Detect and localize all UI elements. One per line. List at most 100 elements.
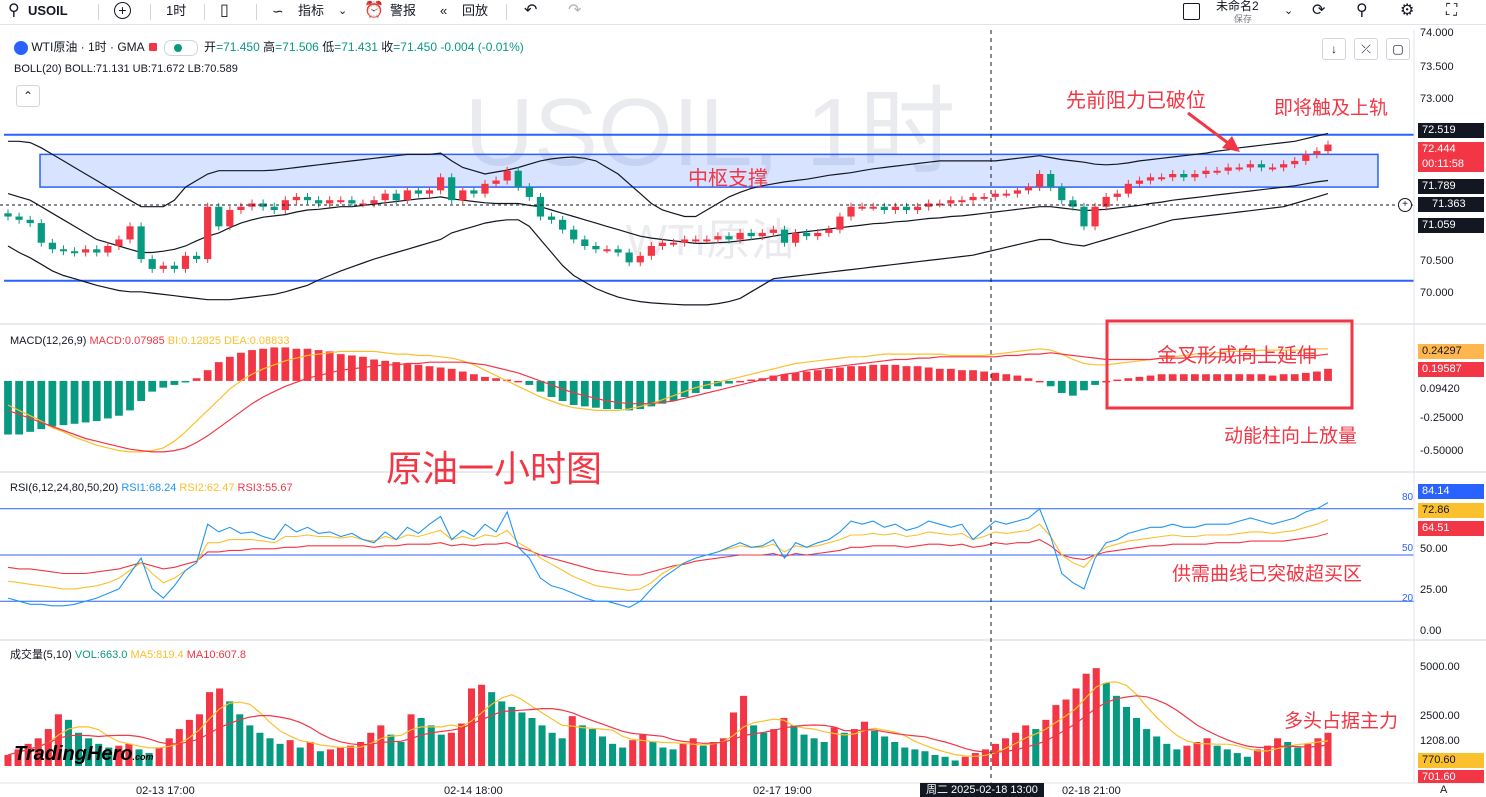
- macd-histogram-bar: [824, 368, 833, 381]
- candle-body: [1224, 167, 1232, 171]
- candle-body: [270, 206, 278, 210]
- auto-scale-button[interactable]: A: [1440, 784, 1448, 796]
- watermark: USOIL, 1时 WTI原油: [465, 79, 956, 265]
- volume-bar: [1042, 719, 1050, 766]
- volume-bar: [901, 747, 909, 766]
- macd-title: MACD(12,26,9): [10, 335, 87, 347]
- candle-body: [1080, 206, 1088, 227]
- candle-body: [1135, 180, 1144, 184]
- candle-body: [525, 187, 533, 197]
- volume-legend[interactable]: 成交量(5,10) VOL:663.0 MA5:819.4 MA10:607.8: [10, 648, 246, 662]
- boll-legend[interactable]: BOLL(20) BOLL:71.131 UB:71.672 LB:70.589: [14, 63, 238, 75]
- candle-body: [1291, 160, 1299, 165]
- candle-body: [1257, 164, 1266, 168]
- macd-histogram-bar: [536, 380, 545, 392]
- pane-settings-button[interactable]: ▢: [1386, 38, 1410, 60]
- volume-bar: [881, 736, 889, 766]
- undo-icon[interactable]: ↶: [524, 2, 538, 19]
- search-icon[interactable]: ⚲: [8, 2, 20, 19]
- interval-button[interactable]: 1时: [166, 3, 187, 18]
- macd-histogram-bar: [281, 347, 290, 381]
- maximize-pane-button[interactable]: ⤫: [1354, 38, 1378, 60]
- chevron-down-icon[interactable]: ⌄: [338, 5, 348, 17]
- annotation-box: [1105, 319, 1354, 410]
- candles: [4, 140, 1332, 273]
- refresh-icon[interactable]: ⟳: [1312, 2, 1326, 19]
- indicators-icon[interactable]: ∽: [272, 3, 284, 19]
- volume-bar: [679, 743, 687, 766]
- macd-histogram-bar: [470, 374, 478, 381]
- volume-bar: [498, 701, 506, 766]
- annotation-overbought: 供需曲线已突破超买区: [1172, 564, 1363, 585]
- fullscreen-icon[interactable]: ⛶: [1446, 2, 1458, 19]
- chevron-down-icon[interactable]: ⌄: [1284, 5, 1294, 17]
- compare-add-icon[interactable]: +: [114, 2, 131, 19]
- macd-histogram-bar: [935, 368, 944, 381]
- move-pane-down-button[interactable]: ↓: [1322, 38, 1346, 60]
- add-alert-plus-icon[interactable]: +: [1398, 198, 1412, 212]
- symbol-title[interactable]: WTI原油 · 1时 · GMA: [31, 40, 145, 55]
- volume-bar: [1324, 732, 1332, 766]
- volume-bar: [639, 734, 647, 766]
- rsi-level-20: 20: [1402, 593, 1414, 604]
- volume-bar: [64, 719, 72, 766]
- volume-bar: [24, 743, 32, 766]
- candle-body: [259, 203, 267, 207]
- volume-bar: [790, 725, 798, 766]
- annotation-touch-upper-band: 即将触及上轨: [1274, 98, 1389, 119]
- volume-bar: [951, 760, 959, 766]
- volume-bar: [387, 734, 395, 766]
- price-label-ub: 72.519: [1418, 123, 1484, 138]
- volume-bar: [911, 749, 919, 766]
- candle-body: [481, 183, 489, 194]
- layout-name[interactable]: 未命名2: [1216, 0, 1259, 13]
- horizontal-lines: [4, 133, 1414, 282]
- redo-icon[interactable]: ↷: [568, 2, 582, 19]
- volume-bar: [1304, 743, 1312, 766]
- macd-histogram-bar: [15, 380, 23, 435]
- macd-histogram-bar: [181, 380, 190, 383]
- rsi-label-c: 64.51: [1418, 521, 1484, 536]
- candle-body: [281, 200, 289, 210]
- candle-body: [725, 236, 733, 240]
- gear-icon[interactable]: ⚙: [1400, 2, 1415, 19]
- replay-button[interactable]: 回放: [462, 3, 489, 18]
- macd-histogram-bar: [1257, 374, 1266, 381]
- indicators-button[interactable]: 指标: [298, 3, 325, 18]
- alarm-clock-icon[interactable]: ⏰: [364, 2, 384, 19]
- volume-bar: [820, 742, 828, 766]
- alerts-button[interactable]: 警报: [390, 3, 417, 18]
- volume-bar: [105, 747, 113, 766]
- macd-histogram-bar: [1202, 374, 1210, 381]
- collapse-legend-button[interactable]: ⌃: [16, 85, 40, 107]
- volume-bar: [377, 725, 385, 766]
- volume-bar: [528, 718, 536, 766]
- annotation-chart-title: 原油一小时图: [386, 448, 603, 489]
- candle-body: [1324, 144, 1332, 152]
- rsi1-value: RSI1:68.24: [121, 482, 177, 494]
- price-label-boll: 71.059: [1418, 218, 1484, 233]
- macd-histogram-bar: [880, 364, 889, 381]
- rsi-level-80: 80: [1402, 492, 1414, 503]
- macd-histogram-bar: [769, 375, 778, 381]
- annotation-resistance-broken: 先前阻力已破位: [1066, 90, 1206, 112]
- layout-square-icon[interactable]: [1183, 3, 1200, 20]
- rewind-icon[interactable]: «: [440, 3, 448, 18]
- candle-body: [1191, 174, 1199, 178]
- macd-histogram-bar: [1224, 374, 1233, 381]
- volume-ma5-line: [7, 681, 1329, 758]
- macd-tick: -0.50000: [1420, 445, 1464, 457]
- candle-body: [736, 232, 744, 240]
- macd-histogram-bar: [647, 380, 656, 407]
- candle-body: [614, 249, 622, 253]
- quick-search-icon[interactable]: ⚲: [1356, 2, 1368, 19]
- macd-legend[interactable]: MACD(12,26,9) MACD:0.07985 BI:0.12825 DE…: [10, 334, 289, 348]
- macd-histogram-bar: [1157, 374, 1166, 381]
- symbol-search-button[interactable]: USOIL: [28, 3, 68, 18]
- macd-histogram-bar: [1002, 374, 1011, 381]
- rsi-legend[interactable]: RSI(6,12,24,80,50,20) RSI1:68.24 RSI2:62…: [10, 481, 293, 495]
- candle-body: [714, 236, 722, 240]
- candle-body: [370, 200, 378, 204]
- candle-type-icon[interactable]: ▯: [220, 2, 229, 19]
